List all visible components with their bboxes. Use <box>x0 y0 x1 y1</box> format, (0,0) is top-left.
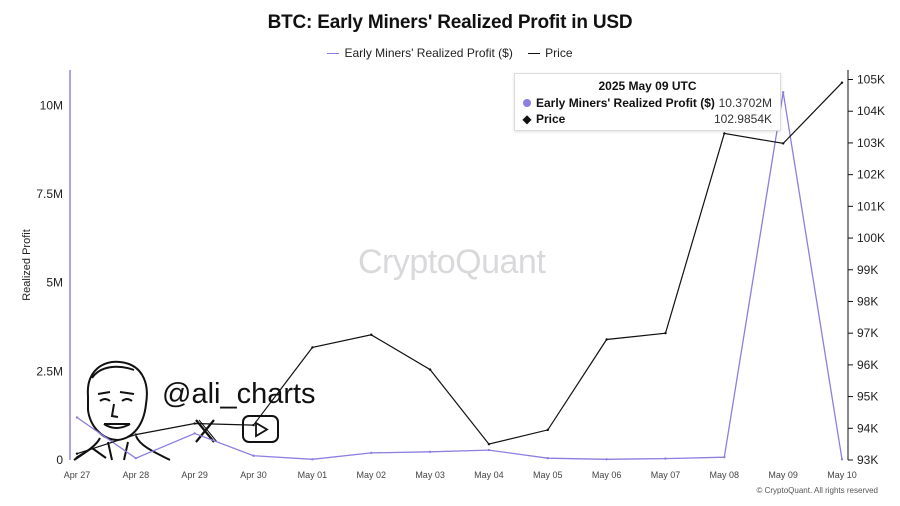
right-tick-label: 100K <box>857 231 885 245</box>
right-tick-label: 96K <box>857 358 878 372</box>
profit-point[interactable] <box>487 448 491 452</box>
right-tick-label: 97K <box>857 326 878 340</box>
left-tick-label: 0 <box>56 453 63 467</box>
legend-item-profit[interactable]: Early Miners' Realized Profit ($) <box>327 46 513 61</box>
tooltip-value-profit: 10.3702M <box>718 96 772 110</box>
price-point[interactable] <box>605 338 608 341</box>
legend-label-price: Price <box>545 46 573 61</box>
x-tick-label: May 07 <box>651 470 681 480</box>
price-point[interactable] <box>840 81 844 84</box>
right-axis: 93K 94K 95K 96K 97K 98K 99K 100K 101K 102K 103K 104… <box>848 73 885 467</box>
price-point[interactable] <box>487 442 491 446</box>
copyright-footer: © CryptoQuant. All rights reserved <box>756 486 879 495</box>
x-tick-label: May 05 <box>533 470 563 480</box>
right-tick-label: 94K <box>857 421 878 435</box>
tooltip-row-profit: Early Miners' Realized Profit ($) 10.370… <box>515 95 780 111</box>
x-tick-label: May 10 <box>827 470 857 480</box>
right-tick-label: 98K <box>857 294 878 308</box>
tooltip-value-price: 102.9854K <box>713 112 772 126</box>
x-tick-label: May 04 <box>474 470 504 480</box>
price-point[interactable] <box>134 433 138 436</box>
legend-item-price[interactable]: Price <box>528 46 573 61</box>
tooltip-label-profit: Early Miners' Realized Profit ($) <box>536 96 715 110</box>
profit-point[interactable] <box>840 458 844 461</box>
tooltip-date: 2025 May 09 UTC <box>598 79 697 93</box>
left-axis: 0 2.5M 5M 7.5M 10M <box>36 98 63 467</box>
profit-point[interactable] <box>546 457 549 460</box>
right-tick-label: 99K <box>857 263 878 277</box>
social-handle: @ali_charts <box>162 378 316 410</box>
diamond-icon: ◆ <box>522 112 532 126</box>
series-points-profit <box>75 91 844 461</box>
price-point[interactable] <box>370 333 373 336</box>
price-point[interactable] <box>75 452 79 455</box>
left-tick-label: 2.5M <box>36 364 63 378</box>
price-point[interactable] <box>311 346 314 349</box>
youtube-play-icon <box>242 415 279 443</box>
x-tick-label: May 06 <box>592 470 622 480</box>
tooltip-row-price: ◆ Price 102.9854K <box>515 111 780 127</box>
tooltip-label-price: Price <box>536 112 566 126</box>
series-points-price <box>75 81 844 455</box>
x-axis: Apr 27 Apr 28 Apr 29 Apr 30 May 01 May 02 May … <box>64 470 857 480</box>
x-tick-label: Apr 30 <box>240 470 267 480</box>
chart-title: BTC: Early Miners' Realized Profit in US… <box>267 12 633 33</box>
circle-icon <box>521 96 533 110</box>
x-tick-label: May 08 <box>710 470 740 480</box>
x-tick-label: May 03 <box>415 470 445 480</box>
price-point[interactable] <box>781 142 785 145</box>
right-tick-label: 95K <box>857 390 878 404</box>
right-tick-label: 103K <box>857 136 885 150</box>
price-point[interactable] <box>723 132 726 135</box>
x-tick-label: Apr 28 <box>123 470 150 480</box>
series-line-price <box>76 82 843 455</box>
price-point[interactable] <box>546 428 549 432</box>
legend-label-profit: Early Miners' Realized Profit ($) <box>344 46 513 61</box>
profit-point[interactable] <box>605 458 608 461</box>
price-point[interactable] <box>193 422 196 425</box>
profit-point[interactable] <box>428 450 432 454</box>
price-point[interactable] <box>664 331 667 335</box>
profit-point[interactable] <box>134 457 138 460</box>
price-point[interactable] <box>252 423 255 427</box>
profit-point[interactable] <box>781 91 785 94</box>
right-tick-label: 105K <box>857 73 885 87</box>
price-point[interactable] <box>428 368 432 371</box>
profit-point[interactable] <box>75 416 79 419</box>
legend-swatch-price <box>528 52 541 54</box>
profit-point[interactable] <box>311 458 314 461</box>
chart-legend: Early Miners' Realized Profit ($) Price <box>0 43 900 60</box>
avatar-illustration <box>73 360 171 461</box>
right-tick-label: 102K <box>857 168 885 182</box>
profit-point[interactable] <box>370 451 373 455</box>
right-tick-label: 101K <box>857 199 885 213</box>
profit-point[interactable] <box>723 455 726 459</box>
watermark: CryptoQuant <box>358 243 546 281</box>
profit-point[interactable] <box>252 454 255 457</box>
x-tick-label: May 09 <box>768 470 798 480</box>
x-tick-label: May 02 <box>356 470 386 480</box>
x-tick-label: Apr 29 <box>181 470 208 480</box>
profit-point[interactable] <box>664 457 667 460</box>
tooltip: 2025 May 09 UTC Early Miners' Realized P… <box>514 73 781 131</box>
right-tick-label: 93K <box>857 453 878 467</box>
left-tick-label: 10M <box>40 98 63 112</box>
left-tick-label: 5M <box>46 276 63 290</box>
legend-swatch-profit <box>327 52 340 54</box>
right-tick-label: 104K <box>857 104 885 118</box>
left-tick-label: 7.5M <box>36 187 63 201</box>
x-tick-label: May 01 <box>298 470 328 480</box>
x-tick-label: Apr 27 <box>64 470 91 480</box>
profit-point[interactable] <box>193 432 196 435</box>
